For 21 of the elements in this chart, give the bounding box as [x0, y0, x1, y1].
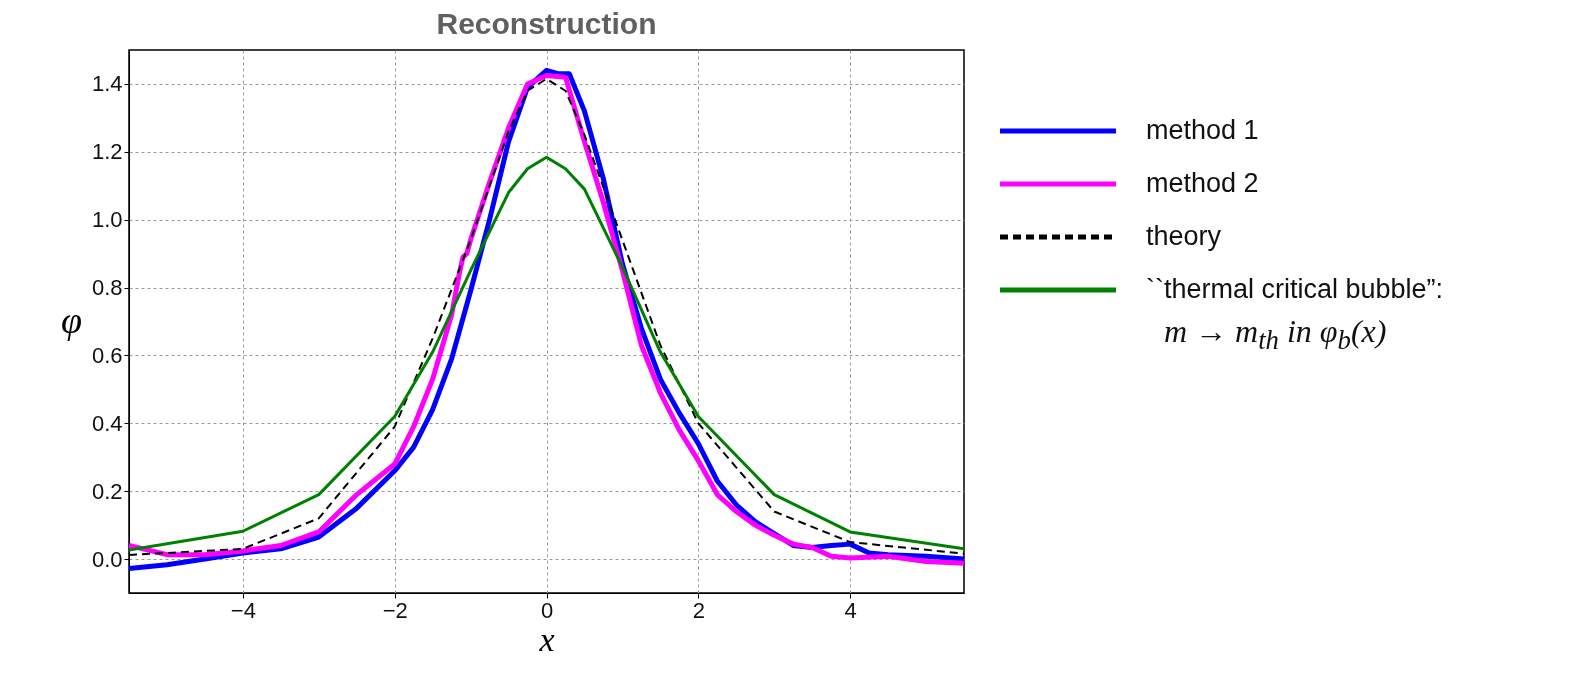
x-tick-label: 0 — [540, 597, 554, 623]
y-tick-label: 0.4 — [91, 410, 123, 436]
y-tick-label: 1.4 — [91, 71, 123, 97]
x-tick-label: −4 — [230, 597, 256, 623]
legend-label: ``thermal critical bubble”: m → m$_{th}$ in φ$_{b}$(x) — [1146, 274, 1444, 357]
legend-label: theory — [1146, 221, 1222, 252]
legend-label: method 1 — [1146, 115, 1259, 146]
chart-title: Reconstruction — [436, 7, 657, 40]
y-tick-label: 0.8 — [91, 275, 123, 301]
y-tick-label: 0.6 — [91, 342, 123, 368]
x-tick-label: 4 — [844, 597, 857, 623]
line-series — [129, 155, 964, 552]
x-tick-label: 2 — [692, 597, 705, 623]
y-tick-label: 0.2 — [91, 478, 123, 504]
y-axis-title: φ — [60, 299, 82, 341]
x-tick-label: −2 — [382, 597, 408, 623]
y-tick-label: 0.0 — [91, 546, 123, 572]
x-axis-title: x — [538, 620, 555, 658]
legend-label: method 2 — [1146, 168, 1259, 199]
y-tick-label: 1.2 — [91, 139, 123, 165]
y-tick-label: 1.0 — [91, 207, 123, 233]
